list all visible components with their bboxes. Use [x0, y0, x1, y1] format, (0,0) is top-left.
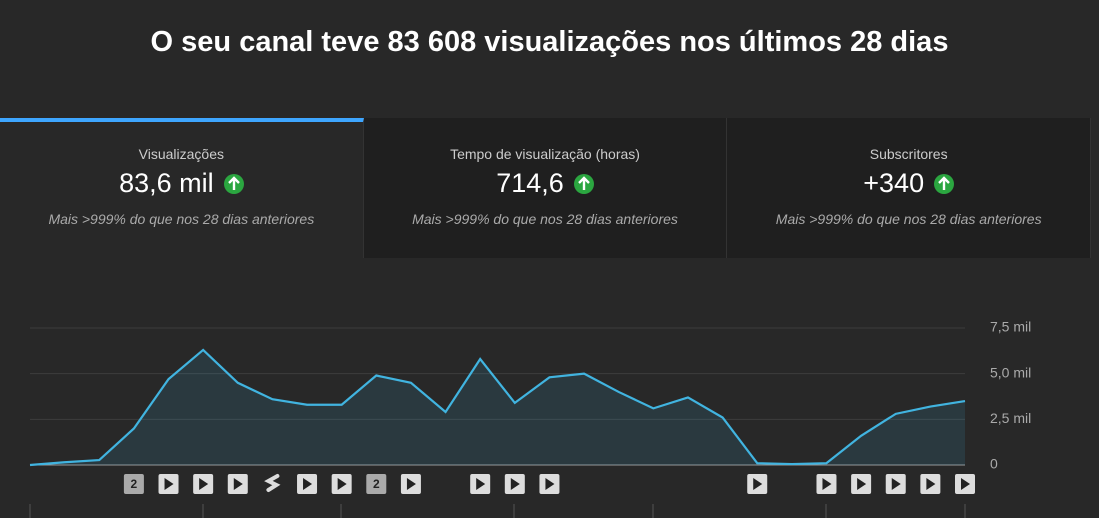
tab-label: Visualizações	[138, 146, 225, 162]
play-icon	[164, 478, 174, 490]
video-marker[interactable]	[264, 474, 281, 492]
marker-box	[297, 474, 318, 494]
play-icon	[857, 478, 867, 490]
video-marker[interactable]	[227, 474, 248, 494]
tab-comparison: Mais >999% do que nos 28 dias anteriores	[775, 211, 1042, 227]
play-icon	[476, 478, 486, 490]
play-icon	[337, 478, 347, 490]
tab[interactable]: Subscritores +340 Mais >999% do que nos 28…	[727, 118, 1092, 258]
y-tick-label: 7,5 mil	[990, 319, 1031, 335]
marker-box	[158, 474, 179, 494]
marker-box	[331, 474, 352, 494]
up-icon	[934, 173, 955, 194]
play-icon	[926, 478, 936, 490]
video-marker[interactable]: 2	[123, 474, 144, 494]
play-icon	[891, 478, 901, 490]
video-marker[interactable]	[504, 474, 525, 494]
marker-box	[504, 474, 525, 494]
video-marker[interactable]	[193, 474, 214, 494]
tab-comparison: Mais >999% do que nos 28 dias anteriores	[412, 211, 678, 227]
tab-value: 83,6 mil	[119, 168, 214, 198]
tab-label: Subscritores	[869, 146, 948, 162]
marker-box	[193, 474, 214, 494]
y-tick-label: 2,5 mil	[990, 410, 1031, 426]
marker-box	[816, 474, 837, 494]
x-axis-ticks	[29, 504, 966, 518]
tab[interactable]: Visualizações 83,6 mil Mais >999% do que n…	[0, 118, 364, 258]
y-tick-label: 0	[990, 456, 998, 472]
marker-box	[920, 474, 941, 494]
tab-value: 714,6	[496, 168, 564, 198]
play-icon	[510, 478, 520, 490]
video-marker[interactable]	[747, 474, 768, 494]
marker-label: 2	[373, 477, 380, 491]
play-icon	[199, 478, 209, 490]
marker-box	[400, 474, 421, 494]
video-marker[interactable]	[400, 474, 421, 494]
video-marker[interactable]	[539, 474, 560, 494]
video-marker[interactable]	[885, 474, 906, 494]
play-icon	[233, 478, 243, 490]
area	[30, 349, 965, 465]
up-icon	[573, 173, 594, 194]
marker-box	[366, 474, 387, 494]
play-icon	[961, 478, 970, 490]
marker-box	[885, 474, 906, 494]
play-icon	[753, 478, 763, 490]
marker-box	[955, 474, 975, 494]
marker-box	[227, 474, 248, 494]
video-marker[interactable]	[331, 474, 352, 494]
tab-label: Tempo de visualização (horas)	[450, 146, 640, 162]
marker-box	[539, 474, 560, 494]
video-marker[interactable]	[920, 474, 941, 494]
play-icon	[406, 478, 416, 490]
up-icon	[223, 173, 244, 194]
tab[interactable]: Tempo de visualização (horas) 714,6 Mais >…	[363, 118, 728, 258]
tabs: Visualizações 83,6 mil Mais >999% do que n…	[0, 118, 1092, 258]
tab-value: +340	[863, 168, 925, 198]
marker-box	[851, 474, 872, 494]
video-marker[interactable]: 2	[366, 474, 387, 494]
line	[29, 348, 966, 467]
video-marker[interactable]	[158, 474, 179, 494]
shorts-icon	[264, 474, 281, 492]
video-marker[interactable]	[955, 474, 975, 494]
video-marker[interactable]	[470, 474, 491, 494]
video-marker[interactable]	[297, 474, 318, 494]
play-icon	[545, 478, 555, 490]
video-marker[interactable]	[816, 474, 837, 494]
title: O seu canal teve 83 608 visualizações no…	[150, 26, 949, 58]
tab-comparison: Mais >999% do que nos 28 dias anteriores	[48, 211, 315, 227]
y-tick-label: 5,0 mil	[990, 364, 1031, 380]
play-icon	[303, 478, 313, 490]
play-icon	[822, 478, 832, 490]
marker-box	[123, 474, 144, 494]
marker-box	[747, 474, 768, 494]
marker-box	[470, 474, 491, 494]
video-marker[interactable]	[851, 474, 872, 494]
marker-label: 2	[131, 477, 138, 491]
